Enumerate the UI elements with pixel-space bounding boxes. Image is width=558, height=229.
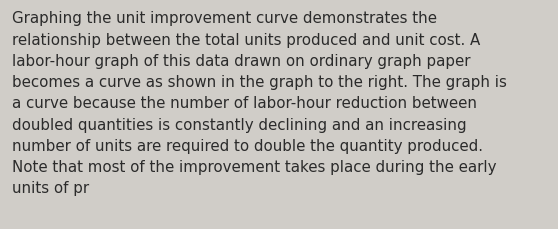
Text: Graphing the unit improvement curve demonstrates the
relationship between the to: Graphing the unit improvement curve demo… <box>12 11 507 195</box>
